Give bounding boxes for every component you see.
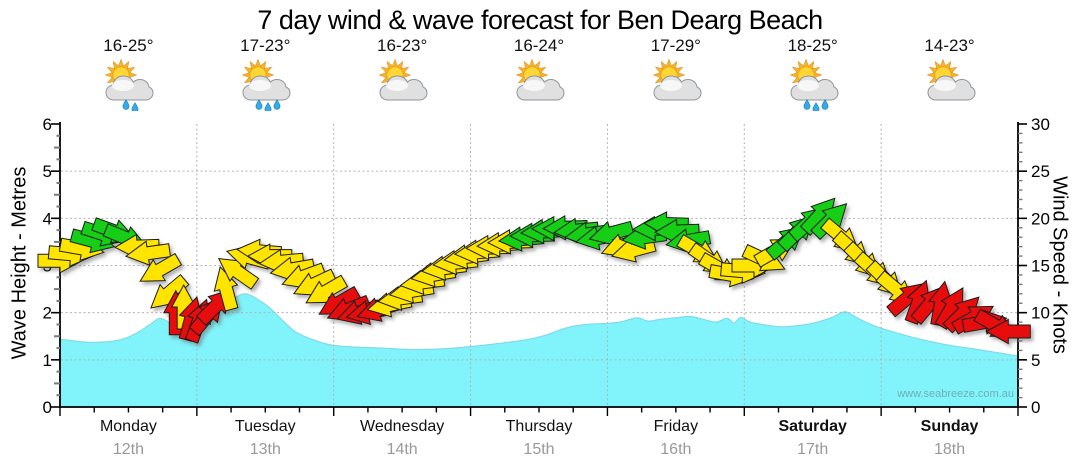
day-date-label: 12th [112, 441, 144, 458]
wind-arrow [139, 252, 183, 282]
temp-range-label: 14-23° [924, 36, 975, 55]
day-name-label: Saturday [778, 418, 847, 435]
watermark: www.seabreeze.com.au [897, 388, 1014, 400]
day-name-label: Friday [653, 418, 699, 435]
left-tick-label: 4 [43, 209, 52, 228]
temp-range-label: 16-24° [513, 36, 565, 55]
day-label-friday: Friday 16th [616, 417, 736, 460]
temp-range-label: 17-29° [650, 36, 701, 55]
sun-cloud-rain-icon [241, 58, 291, 113]
raindrop-icon [123, 99, 130, 110]
day-header-monday: 16-25° [73, 36, 183, 116]
right-tick-label: 20 [1031, 209, 1050, 228]
right-tick-label: 15 [1031, 257, 1050, 276]
day-label-tuesday: Tuesday 13th [205, 417, 325, 460]
day-header-tuesday: 17-23° [210, 36, 320, 116]
day-date-label: 14th [386, 441, 418, 458]
cloud-highlight [386, 80, 409, 91]
wind-arrow [985, 318, 1031, 345]
day-name-label: Monday [99, 418, 157, 435]
sun-cloud-icon [378, 58, 428, 101]
day-header-friday: 17-29° [621, 36, 731, 116]
day-label-saturday: Saturday 17th [753, 417, 873, 460]
day-name-label: Tuesday [234, 418, 296, 435]
wind-arrow [124, 240, 172, 266]
day-label-thursday: Thursday 15th [479, 417, 599, 460]
cloud-highlight [796, 80, 819, 91]
left-tick-label: 6 [43, 115, 52, 134]
left-tick-label: 1 [43, 351, 52, 370]
day-name-label: Thursday [505, 418, 573, 435]
day-header-thursday: 16-24° [484, 36, 594, 116]
day-date-label: 18th [933, 441, 966, 458]
day-name-label: Sunday [920, 418, 979, 435]
raindrop-icon [273, 99, 281, 110]
day-header-saturday: 18-25° [758, 36, 868, 116]
right-tick-label: 25 [1031, 162, 1050, 181]
left-tick-label: 5 [43, 162, 52, 181]
temp-range-label: 17-23° [240, 36, 291, 55]
day-label-sunday: Sunday 18th [890, 417, 1010, 460]
sun-cloud-icon [515, 58, 565, 101]
left-tick-label: 2 [43, 304, 52, 323]
temp-range-label: 16-23° [377, 36, 428, 55]
sun-cloud-icon [926, 58, 976, 101]
gridlines [61, 124, 1017, 407]
raindrop-icon [803, 99, 811, 110]
wind-arrows [37, 197, 1031, 345]
cloud-highlight [933, 80, 956, 91]
sun-cloud-rain-icon [105, 58, 154, 113]
wind-arrow [217, 257, 260, 290]
cloud-highlight [249, 80, 272, 91]
temp-range-label: 16-25° [103, 36, 154, 55]
right-tick-label: 10 [1031, 304, 1050, 323]
sun-cloud-rain-icon [789, 58, 839, 113]
day-name-label: Wednesday [360, 418, 445, 435]
raindrop-icon [821, 99, 829, 110]
temp-range-label: 18-25° [787, 36, 838, 55]
day-label-wednesday: Wednesday 14th [342, 417, 462, 460]
left-tick-label: 0 [43, 398, 52, 417]
day-header-sunday: 14-23° [895, 36, 1005, 116]
day-date-label: 17th [797, 441, 829, 458]
right-tick-label: 5 [1031, 351, 1040, 370]
day-date-label: 16th [660, 441, 692, 458]
cloud-highlight [112, 80, 135, 91]
day-date-label: 13th [249, 441, 281, 458]
sun-cloud-icon [652, 58, 702, 101]
day-date-label: 15th [523, 441, 555, 458]
page-title: 7 day wind & wave forecast for Ben Dearg… [257, 5, 823, 35]
right-tick-label: 0 [1031, 398, 1040, 417]
cloud-highlight [523, 80, 545, 91]
raindrop-icon [255, 99, 263, 110]
day-label-monday: Monday 12th [68, 417, 188, 460]
cloud-highlight [659, 80, 682, 91]
right-tick-label: 30 [1031, 115, 1050, 134]
day-header-wednesday: 16-23° [347, 36, 457, 116]
